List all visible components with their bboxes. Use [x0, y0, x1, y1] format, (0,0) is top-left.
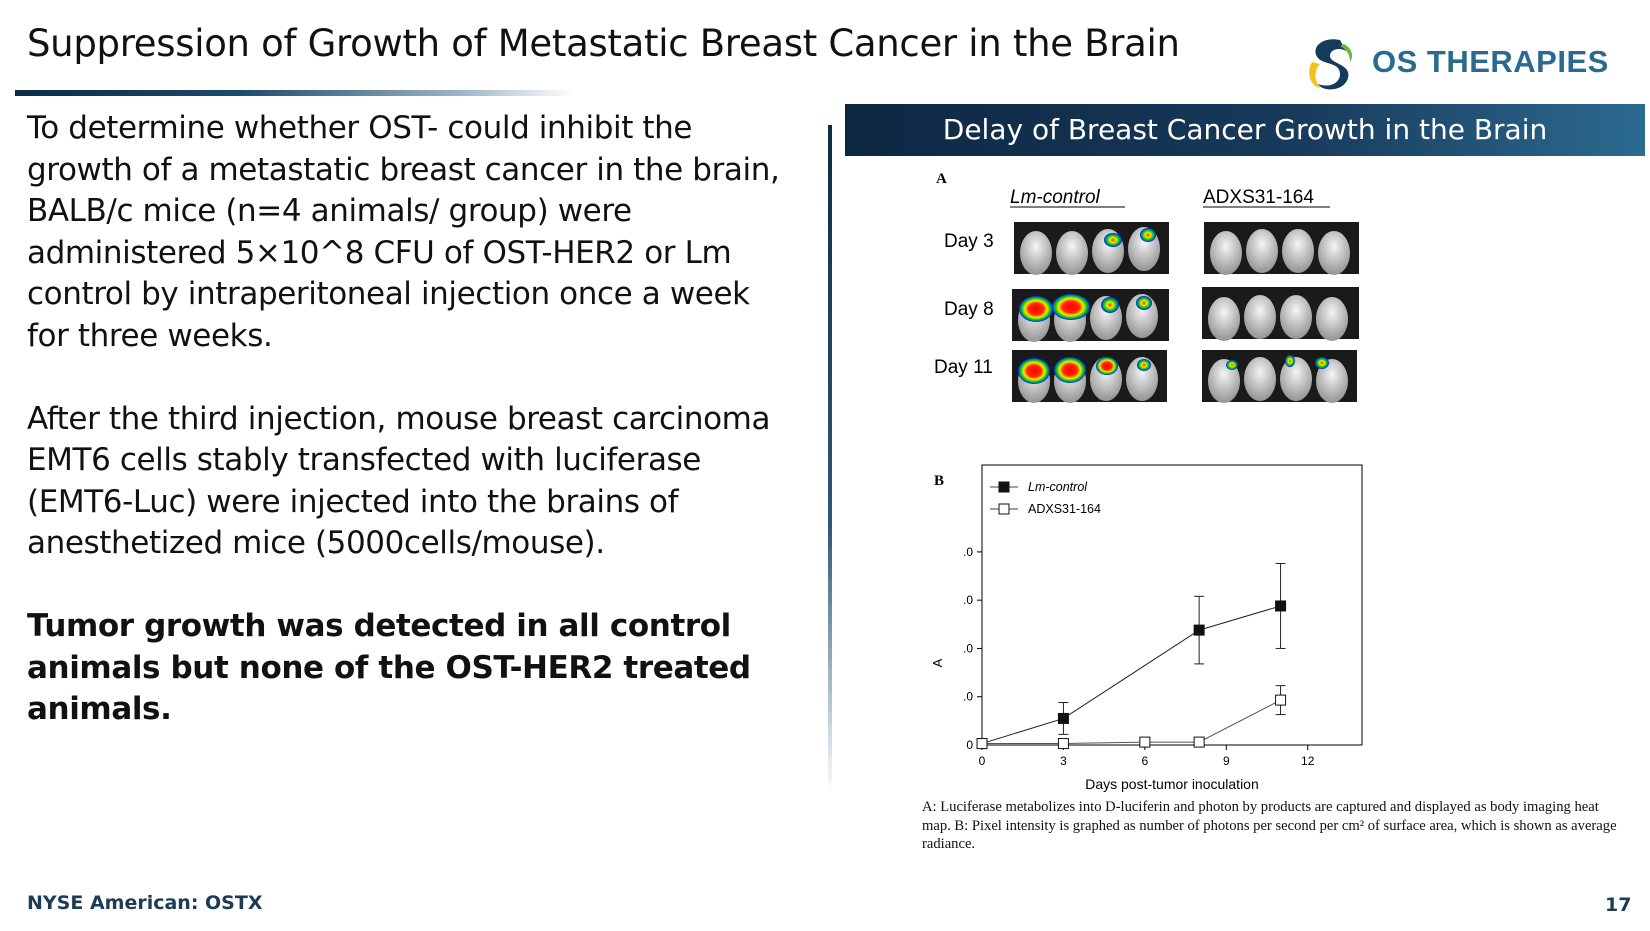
row-label-day11: Day 11	[934, 357, 993, 378]
intro-paragraph: To determine whether OST- could inhibit …	[27, 110, 780, 354]
data-point-ADXS31-164	[976, 738, 988, 750]
x-axis-label: Days post-tumor inoculation	[1085, 776, 1259, 792]
row-label-day3: Day 3	[944, 231, 994, 252]
body-text: To determine whether OST- could inhibit …	[27, 108, 797, 731]
bli-image-day8-control	[1012, 289, 1169, 342]
series-line-Lm-control	[981, 605, 1281, 745]
y-axis-label: A	[930, 658, 945, 667]
x-tick-label: 12	[1301, 754, 1315, 768]
data-point-Lm-control	[1193, 624, 1205, 636]
col-label-treated: ADXS31-164	[1203, 187, 1314, 208]
panel-b-label: B	[934, 473, 944, 489]
legend-label: Lm-control	[1028, 480, 1088, 494]
bli-image-day11-treated	[1202, 350, 1357, 403]
company-logo: OS THERAPIES	[1300, 34, 1620, 94]
page-number: 17	[1605, 894, 1632, 916]
data-point-ADXS31-164	[1193, 736, 1205, 748]
footer-ticker: NYSE American: OSTX	[27, 892, 263, 914]
legend-marker	[998, 481, 1010, 493]
radiance-chart: 0 3 6 9 12 0 .0 .0 .0 .0 Days post-tumor inoculati…	[930, 464, 1363, 792]
bli-image-day3-control	[1014, 222, 1169, 275]
bli-image-day8-treated	[1202, 287, 1359, 341]
figure: A Lm-control ADXS31-164 Day 3 Day 8 Day …	[930, 171, 1363, 792]
figure-header: Delay of Breast Cancer Growth in the Bra…	[845, 104, 1645, 156]
plot-frame	[981, 464, 1363, 746]
data-point-ADXS31-164	[1275, 694, 1287, 706]
title-underline	[15, 90, 575, 96]
legend-marker	[998, 503, 1010, 515]
data-point-ADXS31-164	[1057, 738, 1069, 750]
x-tick-label: 6	[1142, 754, 1149, 768]
col-label-control: Lm-control	[1010, 187, 1101, 208]
data-point-Lm-control	[1057, 712, 1069, 724]
data-point-ADXS31-164	[1139, 736, 1151, 748]
y-tick-label: 0	[966, 738, 973, 752]
logo-mark-icon	[1309, 39, 1352, 90]
x-tick-label: 9	[1223, 754, 1230, 768]
column-divider	[828, 125, 832, 795]
x-tick-label: 0	[979, 754, 986, 768]
bli-image-day11-control	[1012, 350, 1167, 403]
y-tick-label: .0	[963, 690, 973, 704]
series-line-ADXS31-164	[982, 699, 1281, 745]
method-paragraph: After the third injection, mouse breast …	[27, 400, 771, 562]
result-paragraph: Tumor growth was detected in all control…	[27, 608, 751, 727]
figure-caption: A: Luciferase metabolizes into D-lucifer…	[922, 799, 1617, 852]
row-label-day8: Day 8	[944, 299, 994, 320]
x-tick-label: 3	[1060, 754, 1067, 768]
legend-label: ADXS31-164	[1028, 502, 1101, 516]
logo-text: OS THERAPIES	[1372, 44, 1609, 79]
data-point-Lm-control	[1275, 600, 1287, 612]
y-tick-label: .0	[963, 545, 973, 559]
slide-title: Suppression of Growth of Metastatic Brea…	[27, 22, 1180, 65]
y-tick-label: .0	[963, 641, 973, 655]
y-tick-label: .0	[963, 593, 973, 607]
bli-image-day3-treated	[1204, 222, 1359, 275]
panel-a-label: A	[936, 171, 947, 187]
